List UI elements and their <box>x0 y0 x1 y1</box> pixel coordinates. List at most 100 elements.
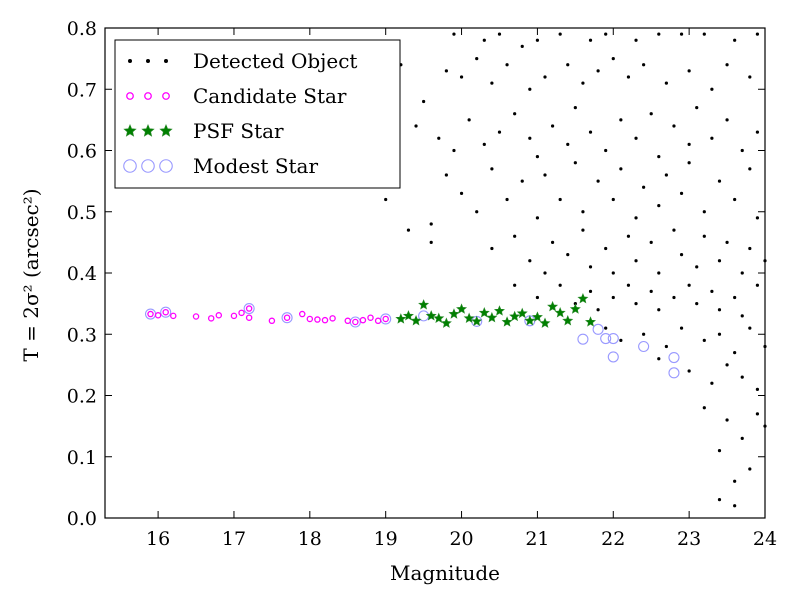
detected-object-point <box>467 118 471 122</box>
candidate-star-point <box>344 317 352 325</box>
modest-star-point <box>577 333 589 345</box>
candidate-star-point <box>329 315 336 322</box>
psf-star-point <box>562 314 574 326</box>
detected-object-point <box>573 161 577 165</box>
x-tick-label: 22 <box>601 528 625 550</box>
detected-object-point <box>490 167 494 171</box>
modest-star-point <box>638 340 650 353</box>
candidate-star-point <box>154 312 162 319</box>
modest-star-point <box>607 332 619 345</box>
detected-object-point <box>755 216 760 220</box>
detected-object-point <box>490 246 494 251</box>
detected-object-point <box>520 179 524 183</box>
candidate-star-point <box>215 312 223 319</box>
detected-object-point <box>649 240 653 244</box>
x-tick-label: 20 <box>449 528 473 550</box>
psf-star-point <box>547 300 559 312</box>
detected-object-point <box>702 234 706 238</box>
detected-object-point <box>535 155 540 159</box>
y-tick-label: 0.5 <box>67 202 97 224</box>
legend-marker-modest-star <box>159 159 173 173</box>
legend-marker-psf-star <box>141 123 155 137</box>
y-tick-label: 0.7 <box>67 79 97 101</box>
psf-star-point <box>456 303 468 314</box>
psf-star-point <box>516 307 528 319</box>
detected-object-point <box>687 69 691 73</box>
detected-object-point <box>626 234 631 238</box>
detected-object-point <box>642 63 646 67</box>
detected-object-point <box>459 75 464 79</box>
detected-object-point <box>755 283 760 287</box>
psf-star-series <box>395 292 597 328</box>
detected-object-point <box>550 240 555 244</box>
legend-marker-modest-star <box>141 159 155 173</box>
candidate-star-point <box>245 305 253 312</box>
detected-object-point <box>733 197 737 202</box>
detected-object-point <box>642 185 646 189</box>
modest-star-point <box>668 367 680 379</box>
detected-object-point <box>717 449 722 453</box>
detected-object-point <box>566 63 570 67</box>
candidate-star-point <box>268 317 276 325</box>
detected-object-point <box>717 179 722 183</box>
detected-object-point <box>695 106 699 110</box>
candidate-star-point <box>192 313 200 320</box>
legend-marker-candidate-star <box>126 92 134 100</box>
detected-object-point <box>679 253 684 257</box>
x-tick-label: 18 <box>298 528 322 550</box>
detected-object-point <box>505 197 509 202</box>
psf-star-point <box>554 307 566 318</box>
detected-object-point <box>748 326 752 330</box>
legend-label: Detected Object <box>193 49 357 73</box>
detected-object-point <box>748 167 752 171</box>
detected-object-point <box>535 295 540 300</box>
psf-star-point <box>425 310 437 321</box>
x-tick-label: 16 <box>146 528 170 550</box>
detected-object-point <box>755 130 760 134</box>
detected-object-point <box>740 148 744 153</box>
psf-star-point <box>448 308 460 319</box>
candidate-star-point <box>352 318 359 326</box>
y-axis-label: T = 2σ² (arcsec²) <box>19 188 43 361</box>
detected-object-point <box>513 112 517 116</box>
detected-object-point <box>664 81 668 85</box>
candidate-star-point <box>298 310 306 318</box>
y-tick-label: 0.2 <box>67 386 97 408</box>
candidate-star-point <box>382 315 389 323</box>
detected-object-point <box>558 283 562 287</box>
detected-object-point <box>695 302 699 306</box>
psf-star-point <box>531 311 543 322</box>
psf-star-point <box>577 292 589 304</box>
candidate-star-point <box>283 314 291 321</box>
detected-object-point <box>672 228 676 232</box>
candidate-star-point <box>314 316 321 323</box>
detected-object-point <box>611 197 615 202</box>
psf-star-point <box>418 299 430 310</box>
candidate-star-series <box>147 305 389 326</box>
psf-star-point <box>493 305 505 316</box>
detected-object-point <box>437 136 441 140</box>
psf-star-point <box>509 310 521 322</box>
detected-object-point <box>657 308 661 312</box>
detected-object-point <box>710 381 714 385</box>
detected-object-point <box>710 136 714 140</box>
detected-object-point <box>733 479 737 483</box>
legend-marker-detected-object <box>146 59 150 63</box>
detected-object-point <box>528 87 532 91</box>
detected-object-point <box>740 314 744 318</box>
detected-object-point <box>634 136 638 140</box>
detected-object-point <box>702 338 706 342</box>
detected-object-point <box>717 308 722 312</box>
candidate-star-point <box>207 315 215 322</box>
legend-box <box>114 39 401 189</box>
detected-object-point <box>702 210 706 214</box>
legend-label: Modest Star <box>193 154 318 178</box>
detected-object-point <box>497 130 502 134</box>
detected-object-point <box>619 338 623 342</box>
modest-star-point <box>600 332 612 345</box>
legend-marker-modest-star <box>123 159 137 173</box>
psf-star-point <box>395 313 407 324</box>
detected-object-point <box>558 197 562 202</box>
legend-marker-psf-star <box>123 123 137 137</box>
